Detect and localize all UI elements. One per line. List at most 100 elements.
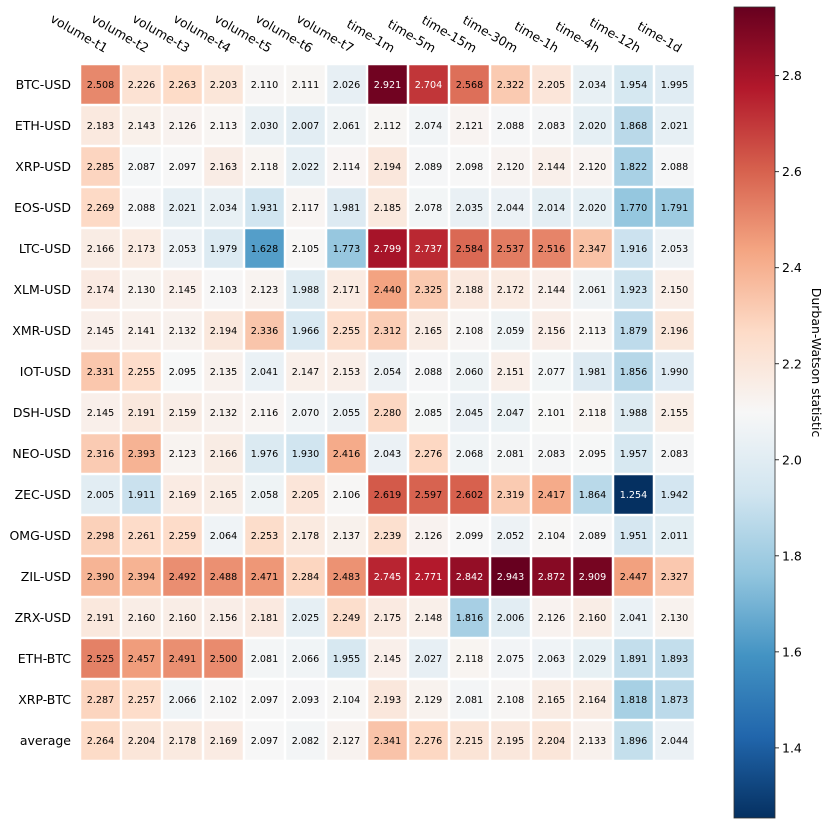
heatmap-cell bbox=[286, 229, 325, 268]
cell-value-label: 2.194 bbox=[374, 162, 401, 173]
heatmap-cell bbox=[409, 516, 448, 555]
cell-value-label: 2.007 bbox=[292, 121, 319, 132]
cell-value-label: 2.021 bbox=[169, 203, 196, 214]
cell-value-label: 1.954 bbox=[620, 80, 647, 91]
heatmap-cell bbox=[450, 475, 489, 514]
cell-value-label: 2.285 bbox=[87, 162, 114, 173]
cell-value-label: 2.204 bbox=[538, 736, 565, 747]
heatmap-cell bbox=[532, 434, 571, 473]
cell-value-label: 2.165 bbox=[538, 695, 565, 706]
heatmap-cell bbox=[204, 352, 243, 391]
cell-value-label: 2.089 bbox=[415, 162, 442, 173]
cell-value-label: 2.043 bbox=[374, 449, 401, 460]
heatmap-cell bbox=[122, 147, 161, 186]
cell-value-label: 2.799 bbox=[374, 244, 401, 255]
heatmap-cell bbox=[368, 188, 407, 227]
cell-value-label: 2.044 bbox=[661, 736, 688, 747]
colorbar-tick-label: 2.6 bbox=[782, 164, 802, 179]
cell-value-label: 2.118 bbox=[579, 408, 606, 419]
cell-value-label: 2.120 bbox=[579, 162, 606, 173]
colorbar-gradient bbox=[733, 6, 776, 819]
heatmap-cell bbox=[163, 188, 202, 227]
heatmap-cell bbox=[409, 639, 448, 678]
cell-value-label: 1.951 bbox=[620, 531, 647, 542]
cell-value-label: 2.085 bbox=[415, 408, 442, 419]
heatmap-cell bbox=[163, 65, 202, 104]
heatmap-cell bbox=[163, 311, 202, 350]
row-label: XRP-BTC bbox=[18, 692, 71, 707]
heatmap-cell bbox=[163, 598, 202, 637]
heatmap-cell bbox=[532, 598, 571, 637]
cell-value-label: 2.104 bbox=[538, 531, 565, 542]
heatmap-cell bbox=[163, 475, 202, 514]
cell-value-label: 2.110 bbox=[251, 80, 278, 91]
heatmap-cell bbox=[245, 516, 284, 555]
cell-value-label: 2.144 bbox=[538, 162, 565, 173]
heatmap-cell bbox=[286, 65, 325, 104]
cell-value-label: 2.872 bbox=[538, 572, 565, 583]
heatmap-cell bbox=[409, 229, 448, 268]
heatmap-cell bbox=[655, 516, 694, 555]
cell-value-label: 2.135 bbox=[210, 367, 237, 378]
heatmap-cell bbox=[614, 65, 653, 104]
row-label: ETH-USD bbox=[15, 118, 71, 133]
cell-value-label: 2.118 bbox=[251, 162, 278, 173]
cell-value-label: 2.061 bbox=[579, 285, 606, 296]
heatmap-cell bbox=[491, 721, 530, 760]
heatmap-cell bbox=[450, 598, 489, 637]
heatmap-cell bbox=[409, 598, 448, 637]
heatmap-cell bbox=[286, 475, 325, 514]
heatmap-cell bbox=[573, 311, 612, 350]
cell-value-label: 2.117 bbox=[292, 203, 319, 214]
heatmap-cell bbox=[491, 516, 530, 555]
heatmap-cell bbox=[450, 188, 489, 227]
heatmap-cell bbox=[655, 352, 694, 391]
heatmap-cell bbox=[573, 65, 612, 104]
cell-value-label: 2.169 bbox=[169, 490, 196, 501]
heatmap-cell bbox=[122, 516, 161, 555]
cell-value-label: 2.597 bbox=[415, 490, 442, 501]
row-label: LTC-USD bbox=[19, 241, 71, 256]
heatmap-cell bbox=[163, 516, 202, 555]
heatmap-cell bbox=[204, 475, 243, 514]
cell-value-label: 2.259 bbox=[169, 531, 196, 542]
cell-value-label: 2.163 bbox=[210, 162, 237, 173]
heatmap-cell bbox=[122, 598, 161, 637]
cell-value-label: 2.089 bbox=[579, 531, 606, 542]
cell-value-label: 2.178 bbox=[292, 531, 319, 542]
row-label: EOS-USD bbox=[14, 200, 71, 215]
heatmap-cell bbox=[614, 270, 653, 309]
heatmap-cell bbox=[163, 147, 202, 186]
heatmap-cell bbox=[450, 65, 489, 104]
heatmap-cell bbox=[450, 680, 489, 719]
heatmap-cell bbox=[286, 434, 325, 473]
cell-value-label: 2.943 bbox=[497, 572, 524, 583]
heatmap-cell bbox=[614, 229, 653, 268]
cell-value-label: 2.006 bbox=[497, 613, 524, 624]
heatmap-cell bbox=[245, 680, 284, 719]
heatmap-cell bbox=[655, 475, 694, 514]
cell-value-label: 2.255 bbox=[128, 367, 155, 378]
cell-value-label: 2.151 bbox=[497, 367, 524, 378]
cell-value-label: 2.215 bbox=[456, 736, 483, 747]
colorbar-tick-label: 2.4 bbox=[782, 260, 802, 275]
heatmap-cell bbox=[327, 393, 366, 432]
heatmap-cell bbox=[204, 721, 243, 760]
cell-value-label: 2.075 bbox=[497, 654, 524, 665]
heatmap-cell bbox=[368, 680, 407, 719]
heatmap-cell bbox=[368, 229, 407, 268]
heatmap-cell bbox=[532, 475, 571, 514]
heatmap-cell bbox=[81, 106, 120, 145]
cell-value-label: 2.525 bbox=[87, 654, 114, 665]
cell-value-label: 1.966 bbox=[292, 326, 319, 337]
row-label: ZEC-USD bbox=[15, 487, 71, 502]
cell-value-label: 2.133 bbox=[579, 736, 606, 747]
cell-value-label: 2.052 bbox=[497, 531, 524, 542]
column-label: time-1h bbox=[512, 18, 562, 55]
heatmap-cell bbox=[122, 106, 161, 145]
heatmap-cell bbox=[163, 721, 202, 760]
heatmap-cell bbox=[81, 65, 120, 104]
heatmap-cell bbox=[655, 680, 694, 719]
heatmap-cell bbox=[245, 434, 284, 473]
heatmap-cell bbox=[450, 229, 489, 268]
